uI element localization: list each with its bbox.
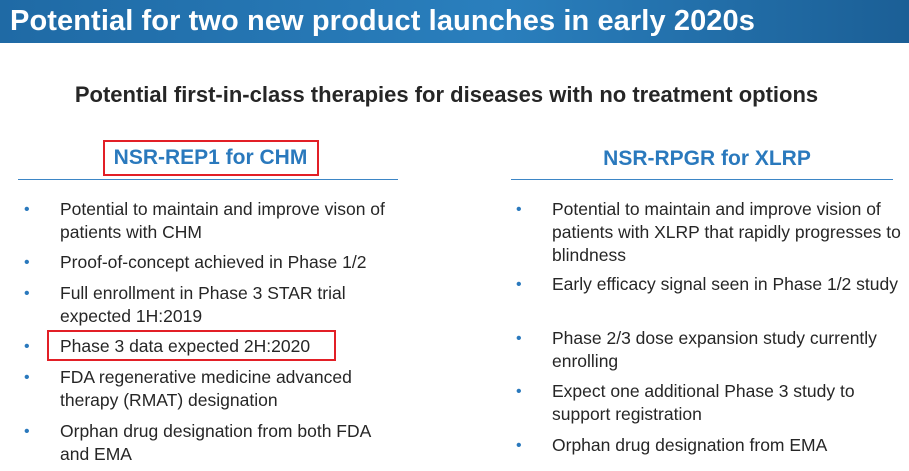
list-item-text: Proof-of-concept achieved in Phase 1/2: [60, 252, 367, 272]
bullet-icon: •: [516, 201, 522, 218]
list-item-text: Potential to maintain and improve vison …: [60, 199, 385, 242]
bullet-icon: •: [24, 423, 30, 440]
heading-highlight-box: [103, 140, 319, 176]
bullet-icon: •: [516, 330, 522, 347]
bullet-icon: •: [516, 437, 522, 454]
bullet-icon: •: [24, 254, 30, 271]
bullet-icon: •: [24, 369, 30, 386]
bullet-icon: •: [24, 338, 30, 355]
title-bar: Potential for two new product launches i…: [0, 0, 909, 43]
slide-subtitle: Potential first-in-class therapies for d…: [74, 82, 819, 107]
slide-title: Potential for two new product launches i…: [10, 5, 755, 37]
list-item-text: Orphan drug designation from EMA: [552, 435, 828, 455]
left-column-divider: [18, 179, 398, 180]
left-column-heading: NSR-REP1 for CHM: [113, 146, 308, 169]
list-item-text: Potential to maintain and improve vision…: [552, 199, 901, 265]
item-highlight-box: [47, 330, 336, 361]
list-item-text: Full enrollment in Phase 3 STAR trial ex…: [60, 283, 346, 326]
list-item-text: FDA regenerative medicine advanced thera…: [60, 367, 352, 410]
list-item-text: Expect one additional Phase 3 study to s…: [552, 381, 855, 424]
bullet-icon: •: [24, 285, 30, 302]
bullet-icon: •: [24, 201, 30, 218]
list-item-text: Early efficacy signal seen in Phase 1/2 …: [552, 274, 898, 294]
bullet-icon: •: [516, 276, 522, 293]
list-item-text: Phase 3 data expected 2H:2020: [60, 336, 311, 356]
right-column-heading: NSR-RPGR for XLRP: [603, 147, 811, 170]
bullet-icon: •: [516, 383, 522, 400]
list-item-text: Phase 2/3 dose expansion study currently…: [552, 328, 877, 371]
list-item-text: Orphan drug designation from both FDA an…: [60, 421, 371, 464]
right-column-divider: [511, 179, 893, 180]
